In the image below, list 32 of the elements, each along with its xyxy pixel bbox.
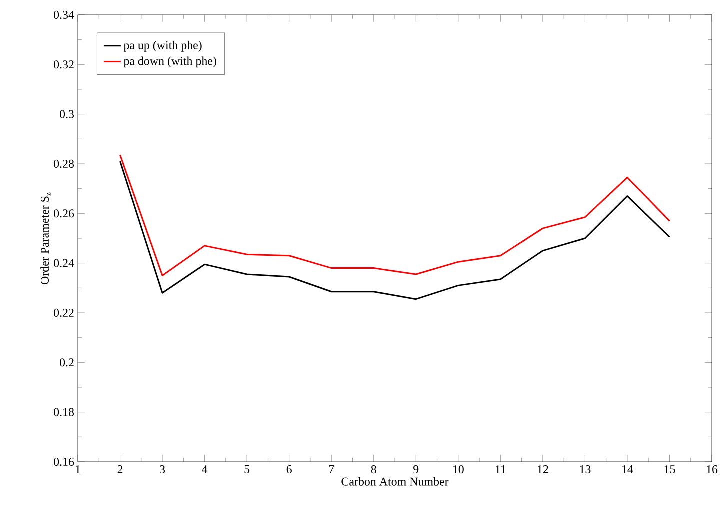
line-series [120,154,670,276]
x-tick-label: 14 [622,466,634,474]
y-tick-label: 0.26 [54,210,74,218]
x-tick-label: 11 [496,466,506,474]
y-tick-label: 0.3 [60,110,74,118]
y-tick-label: 0.34 [54,10,74,20]
x-tick-label: 15 [664,466,676,474]
y-tick-label: 0.16 [54,458,74,466]
line-series [120,160,670,300]
x-tick-label: 12 [538,466,548,474]
x-tick-label: 6 [286,466,292,474]
x-tick-label: 9 [414,466,419,474]
y-tick-label: 0.24 [54,259,74,268]
y-tick-label: 0.28 [54,160,74,168]
y-tick-label: 0.22 [54,308,74,318]
x-tick-label: 1 [76,466,80,474]
x-tick-label: 8 [371,466,376,474]
x-tick-label: 2 [118,466,123,474]
x-tick-label: 7 [329,466,334,474]
y-axis-title: Order Parameter S$_{z}$ [40,192,51,285]
y-tick-label: 0.2 [60,358,74,367]
y-tick-label: 0.32 [54,60,74,69]
x-tick-label: 13 [580,466,591,474]
x-tick-label: 4 [202,466,208,474]
legend-label: pa up (with phe) [124,41,202,52]
y-tick-label: 0.18 [54,408,74,416]
x-tick-label: 16 [707,466,718,474]
x-axis-title: Carbon Atom Number [342,477,449,486]
legend-label: pa down (with phe) [124,56,216,68]
x-tick-label: 3 [160,466,166,474]
x-tick-label: 5 [244,466,250,474]
x-tick-label: 10 [453,466,464,474]
